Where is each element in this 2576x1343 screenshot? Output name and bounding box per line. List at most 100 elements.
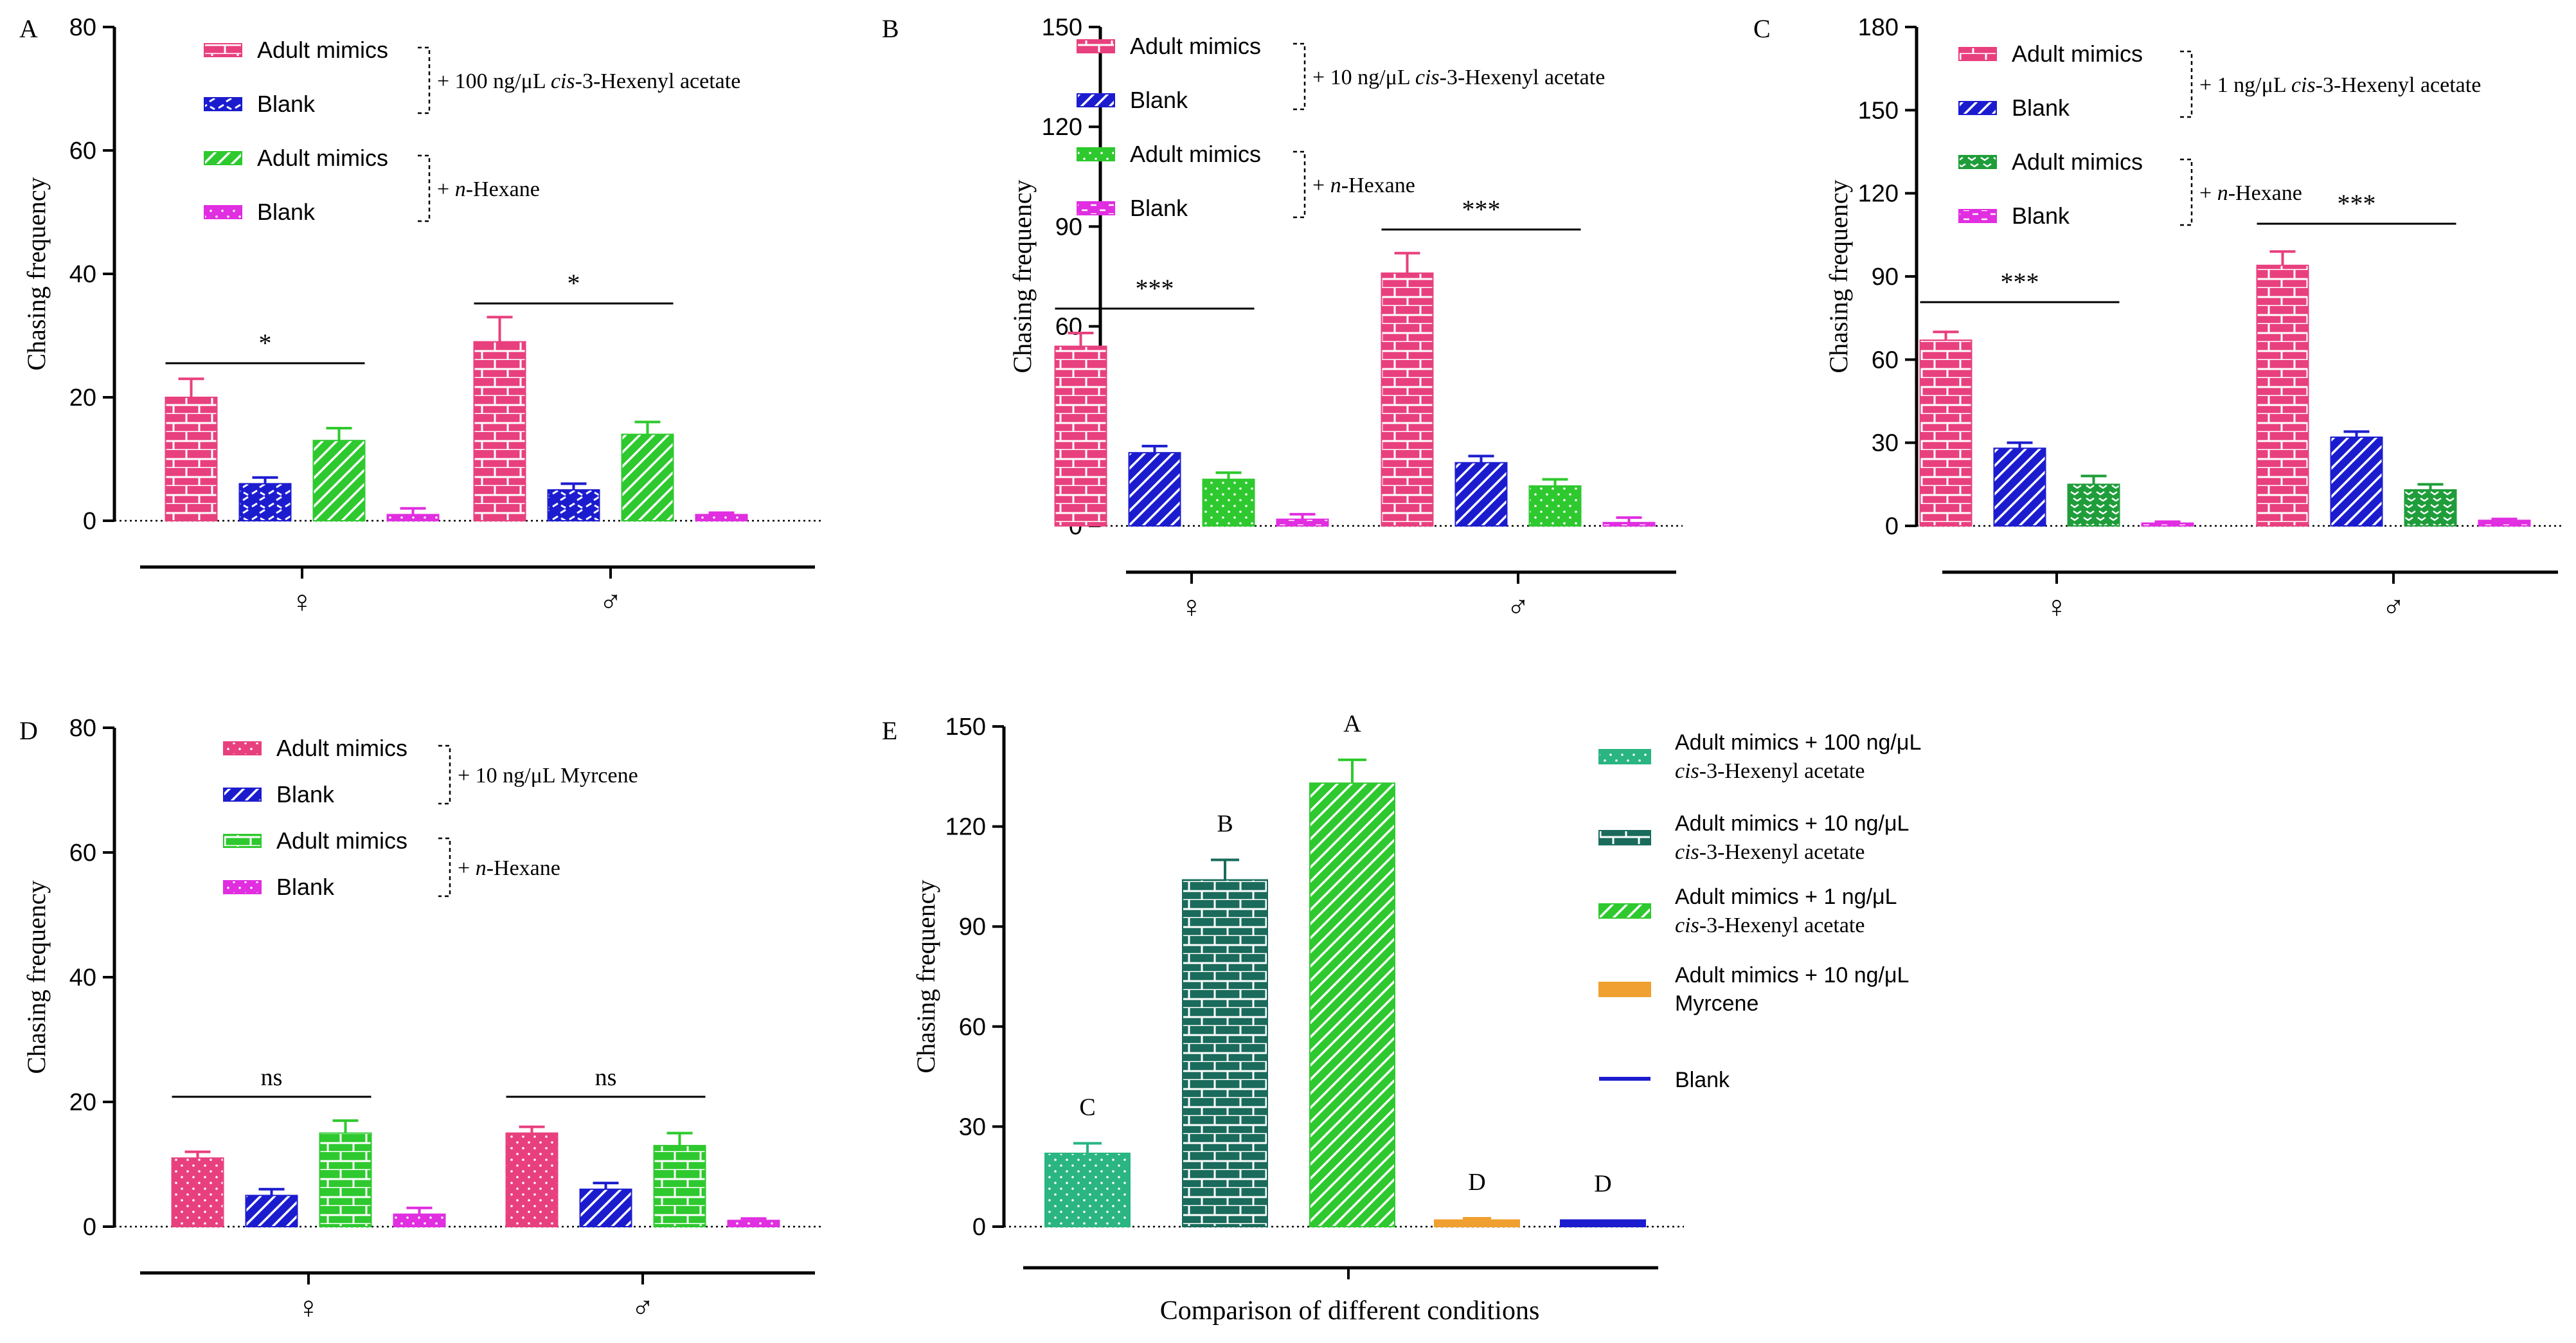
legend-label: cis-3-Hexenyl acetate — [1675, 840, 1865, 864]
legend-bracket-text-part: + 10 ng/μL Myrcene — [458, 764, 638, 788]
legend-label-part: -3-Hexenyl acetate — [1699, 759, 1865, 783]
bar — [319, 1132, 372, 1227]
legend-swatch — [1958, 155, 1997, 169]
y-axis-label: Chasing frequency — [22, 177, 51, 370]
x-axis-label: Comparison of different conditions — [1160, 1296, 1540, 1326]
legend-label: Adult mimics + 10 ng/μL — [1675, 963, 1909, 987]
significance-letter: B — [1217, 810, 1233, 837]
bar — [727, 1220, 780, 1228]
y-tick-label: 80 — [69, 715, 96, 742]
legend-label: Adult mimics — [1130, 141, 1261, 167]
legend-swatch — [223, 880, 262, 894]
y-tick-label: 150 — [1858, 97, 1899, 124]
legend-label: Adult mimics + 10 ng/μL — [1675, 811, 1909, 836]
significance-marker: ns — [595, 1064, 617, 1091]
y-tick-label: 120 — [1858, 181, 1899, 208]
y-tick-label: 40 — [69, 964, 96, 991]
bar — [1528, 485, 1582, 527]
legend-label: Adult mimics — [257, 145, 388, 171]
bar — [2067, 483, 2120, 527]
female-symbol: ♀ — [291, 585, 314, 619]
significance-letter: A — [1343, 710, 1361, 737]
legend-bracket-text-part: + — [458, 856, 476, 880]
bar — [1560, 1219, 1646, 1228]
panel-label: D — [19, 716, 38, 745]
legend-swatch — [223, 741, 262, 755]
y-tick-label: 90 — [1055, 213, 1082, 240]
legend-swatch — [1077, 93, 1115, 107]
legend-bracket-text-part: + 10 ng/μL — [1312, 66, 1415, 89]
y-tick-label: 90 — [959, 914, 986, 941]
significance-marker: *** — [1136, 274, 1174, 303]
y-tick-label: 60 — [69, 138, 96, 165]
bar — [1993, 447, 2046, 527]
bar — [1044, 1152, 1131, 1227]
legend-bracket-text-part: cis — [1415, 66, 1440, 89]
legend-bracket-text-part: + — [2199, 181, 2217, 205]
legend-bracket — [1293, 150, 1306, 219]
legend-bracket — [2180, 50, 2193, 118]
bar — [1054, 345, 1107, 527]
legend-swatch — [1958, 47, 1997, 61]
legend-swatch — [1598, 903, 1651, 919]
legend-bracket-text: + 10 ng/μL Myrcene — [458, 764, 638, 788]
y-tick-label: 20 — [69, 1089, 96, 1116]
legend-bracket-text-part: + 100 ng/μL — [437, 69, 551, 93]
legend-label: Blank — [2012, 95, 2070, 121]
legend-bracket-text-part: -Hexane — [1341, 174, 1415, 197]
legend-label: Myrcene — [1675, 991, 1758, 1016]
bar — [1276, 518, 1329, 527]
legend-bracket-text-part: -3-Hexenyl acetate — [1440, 66, 1606, 89]
legend-label: Blank — [2012, 203, 2070, 229]
significance-marker: *** — [1462, 195, 1501, 224]
legend-bracket — [418, 154, 431, 222]
significance-letter: D — [1594, 1171, 1611, 1198]
significance-letter: C — [1079, 1094, 1095, 1121]
y-tick-label: 30 — [1872, 430, 1899, 457]
y-tick-label: 60 — [69, 840, 96, 867]
bar — [2404, 489, 2457, 527]
legend-label-part: cis — [1675, 759, 1699, 783]
y-tick-label: 120 — [1042, 114, 1082, 141]
bar — [393, 1213, 446, 1227]
panel-e: E Chasing frequency 0 30 60 90 120 150 Compariso… — [882, 710, 1921, 1326]
y-tick-label: 80 — [69, 14, 96, 41]
bar — [1182, 879, 1268, 1227]
bar — [171, 1157, 224, 1228]
bar — [312, 440, 366, 522]
legend-bracket-text: + 10 ng/μL cis-3-Hexenyl acetate — [1312, 66, 1605, 89]
legend-swatch — [204, 97, 242, 111]
y-tick-label: 150 — [945, 714, 986, 741]
legend-bracket — [438, 837, 451, 897]
legend-label: cis-3-Hexenyl acetate — [1675, 759, 1865, 783]
y-tick-label: 0 — [1885, 513, 1899, 540]
bar — [245, 1194, 298, 1227]
legend-label-part: -3-Hexenyl acetate — [1699, 840, 1865, 864]
legend-swatch — [1598, 982, 1651, 997]
female-symbol: ♀ — [2045, 590, 2068, 624]
legend-label: Adult mimics — [2012, 41, 2143, 67]
significance-marker: *** — [2001, 267, 2039, 296]
panel-label: A — [19, 14, 38, 43]
legend-swatch — [1599, 1077, 1650, 1081]
legend-swatch — [1077, 147, 1115, 161]
bar — [165, 397, 218, 521]
legend-label: Blank — [1675, 1068, 1730, 1092]
bar — [473, 341, 526, 521]
legend-label: Blank — [257, 199, 316, 225]
bar — [1454, 462, 1508, 527]
y-tick-label: 150 — [1042, 14, 1082, 41]
bar — [547, 489, 600, 521]
legend-label: Blank — [1130, 87, 1188, 113]
legend-bracket-text-part: -Hexane — [466, 177, 540, 201]
bar — [2330, 437, 2383, 527]
panel-label: E — [882, 716, 897, 745]
bar — [1202, 478, 1255, 527]
male-symbol: ♂ — [599, 585, 622, 619]
legend-bracket — [418, 46, 431, 114]
legend-bracket-text: + 1 ng/μL cis-3-Hexenyl acetate — [2199, 73, 2481, 97]
y-tick-label: 0 — [83, 1214, 96, 1241]
legend-label-part: -3-Hexenyl acetate — [1699, 914, 1865, 937]
legend-swatch — [1598, 749, 1651, 764]
